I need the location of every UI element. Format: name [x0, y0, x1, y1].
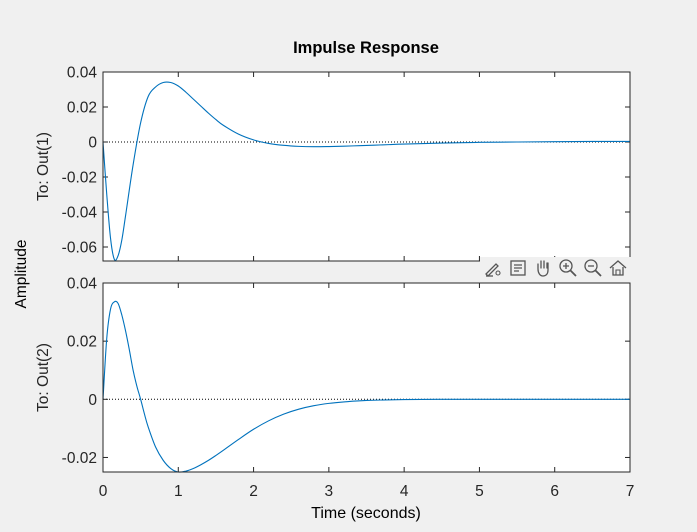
axes-toolbar: [480, 257, 634, 279]
zoom-in-icon: [559, 259, 577, 277]
pan-hand-icon: [537, 260, 549, 277]
zoom-out-icon: [584, 259, 602, 277]
brush-icon: [485, 263, 501, 277]
y-tick-label: 0.02: [67, 100, 97, 117]
y-tick-label: -0.02: [62, 170, 97, 187]
x-tick-label: 0: [99, 483, 108, 500]
x-tick-label: 2: [249, 483, 258, 500]
series-line: [102, 81, 631, 261]
x-tick-label: 3: [325, 483, 334, 500]
axes-box: [102, 71, 631, 262]
y-tick-label: -0.06: [62, 240, 97, 257]
y-tick-label: 0: [88, 135, 97, 152]
x-tick-label: 7: [626, 483, 635, 500]
brush-button[interactable]: [482, 257, 504, 279]
y-tick-label: -0.04: [62, 205, 98, 222]
zoom-out-button[interactable]: [582, 257, 604, 279]
y-tick-label: 0.02: [67, 334, 97, 351]
chart-title: Impulse Response: [293, 39, 439, 57]
x-tick-label: 6: [550, 483, 559, 500]
panel-y-label: To: Out(2): [35, 343, 52, 412]
data-tips-icon: [510, 260, 526, 276]
home-button[interactable]: [607, 257, 629, 279]
series-line: [102, 300, 630, 473]
x-tick-label: 4: [400, 483, 409, 500]
x-tick-label: 5: [475, 483, 484, 500]
axes-background: [103, 283, 630, 472]
y-axis-label: Amplitude: [13, 240, 30, 309]
zoom-in-button[interactable]: [557, 257, 579, 279]
panel-y-label: To: Out(1): [35, 132, 52, 201]
y-tick-label: 0: [88, 392, 97, 409]
pan-button[interactable]: [532, 257, 554, 279]
data-tips-button[interactable]: [507, 257, 529, 279]
x-tick-label: 1: [174, 483, 183, 500]
y-tick-label: -0.02: [62, 450, 97, 467]
y-tick-label: 0.04: [67, 276, 98, 293]
y-tick-label: 0.04: [67, 65, 98, 82]
x-axis-label: Time (seconds): [311, 505, 421, 522]
axes-box: [102, 282, 631, 473]
home-icon: [609, 260, 627, 276]
axes-background: [103, 72, 630, 261]
